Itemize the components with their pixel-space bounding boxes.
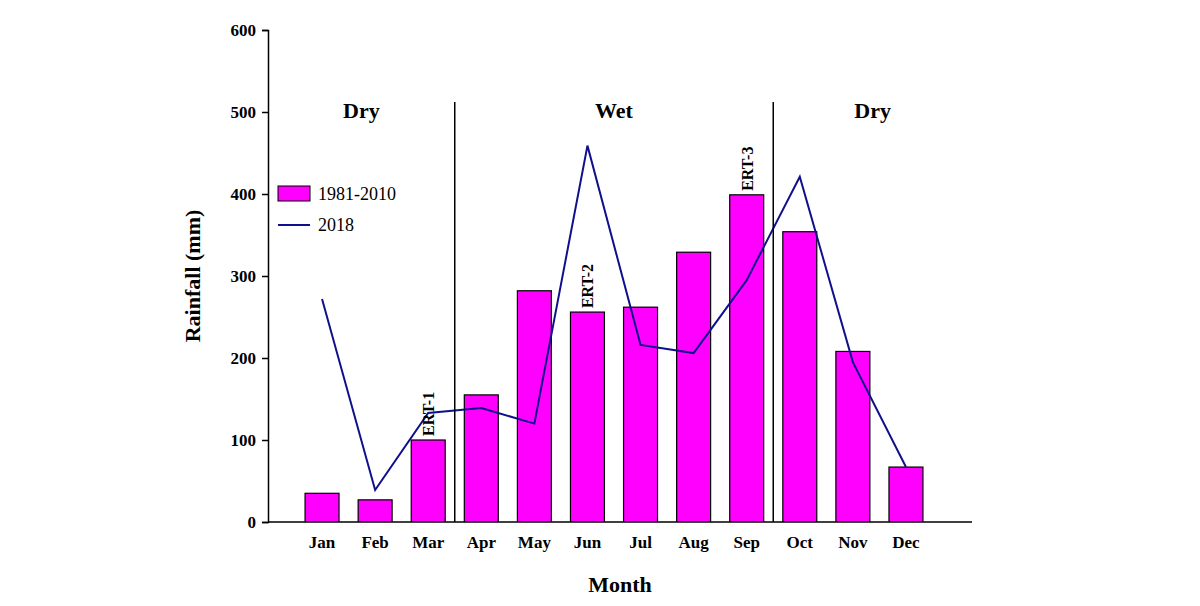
y-tick: 100 <box>231 431 269 450</box>
y-tick-label: 600 <box>231 21 257 40</box>
season-divider <box>773 102 775 522</box>
line <box>322 146 906 490</box>
bar <box>305 493 339 522</box>
x-tick-label: Aug <box>679 533 710 552</box>
x-axis-title: Month <box>588 572 652 597</box>
y-tick-label: 100 <box>231 431 257 450</box>
legend-label: 1981-2010 <box>318 184 396 204</box>
x-tick: Oct <box>787 533 814 552</box>
y-axis-line <box>262 31 269 523</box>
bar <box>411 440 445 522</box>
x-tick: Jul <box>629 533 652 552</box>
y-tick: 200 <box>231 349 269 368</box>
x-tick-label: Jun <box>574 533 602 552</box>
x-tick: Aug <box>679 533 710 552</box>
annotation: ERT-1 <box>420 392 437 436</box>
bar <box>517 291 551 522</box>
x-tick-label: May <box>518 533 552 552</box>
season-label: Wet <box>595 98 634 123</box>
y-tick: 0 <box>248 513 269 532</box>
x-tick-label: Dec <box>892 533 920 552</box>
y-tick-label: 300 <box>231 267 257 286</box>
x-tick: Sep <box>733 533 759 552</box>
annotation: ERT-2 <box>579 264 596 308</box>
x-tick-label: Feb <box>361 533 388 552</box>
y-tick: 300 <box>231 267 269 286</box>
y-tick-mark <box>262 30 268 32</box>
bar <box>783 232 817 522</box>
annotation: ERT-3 <box>739 147 756 191</box>
y-axis: 0 100 200 300 400 500 600 <box>231 21 269 532</box>
bar <box>677 252 711 522</box>
y-axis-title: Rainfall (mm) <box>180 210 205 343</box>
x-tick: Jun <box>574 533 602 552</box>
legend-swatch <box>278 186 310 201</box>
bar <box>570 312 604 522</box>
y-tick-mark <box>262 112 268 114</box>
y-tick: 500 <box>231 103 269 122</box>
y-tick-mark <box>262 194 268 196</box>
bar <box>889 467 923 522</box>
bar <box>464 395 498 522</box>
y-tick: 400 <box>231 185 269 204</box>
x-tick: Feb <box>361 533 388 552</box>
y-tick-label: 0 <box>248 513 257 532</box>
chart: 0 100 200 300 400 500 600 Jan Feb Mar Apr May Jun Jul… <box>0 0 1200 606</box>
legend-label: 2018 <box>318 215 354 235</box>
x-tick: Nov <box>838 533 868 552</box>
y-tick-label: 500 <box>231 103 257 122</box>
y-tick-label: 400 <box>231 185 257 204</box>
bar <box>730 195 764 522</box>
x-tick-label: Oct <box>787 533 814 552</box>
bar <box>624 307 658 522</box>
x-tick: Apr <box>467 533 497 552</box>
x-axis: Jan Feb Mar Apr May Jun Jul Aug Sep Oct Nov Dec <box>268 522 972 552</box>
legend: 1981-2010 2018 <box>278 184 396 235</box>
season-divider <box>454 102 456 522</box>
x-tick-label: Nov <box>838 533 868 552</box>
y-tick-mark <box>262 358 268 360</box>
y-tick-mark <box>262 522 268 524</box>
y-tick: 600 <box>231 21 269 40</box>
season-label: Dry <box>854 98 891 123</box>
bar <box>358 500 392 522</box>
y-tick-mark <box>262 276 268 278</box>
x-tick: Mar <box>412 533 445 552</box>
x-tick: Dec <box>892 533 920 552</box>
plot-marks <box>305 146 923 522</box>
season-label: Dry <box>343 98 380 123</box>
x-tick-label: Jul <box>629 533 652 552</box>
x-tick-label: Jan <box>309 533 336 552</box>
y-tick-mark <box>262 440 268 442</box>
y-tick-label: 200 <box>231 349 257 368</box>
x-tick-label: Sep <box>733 533 759 552</box>
x-tick: Jan <box>309 533 336 552</box>
bar <box>836 351 870 522</box>
x-tick: May <box>518 533 552 552</box>
x-tick-label: Apr <box>467 533 497 552</box>
legend-swatch <box>278 224 310 226</box>
x-tick-label: Mar <box>412 533 445 552</box>
